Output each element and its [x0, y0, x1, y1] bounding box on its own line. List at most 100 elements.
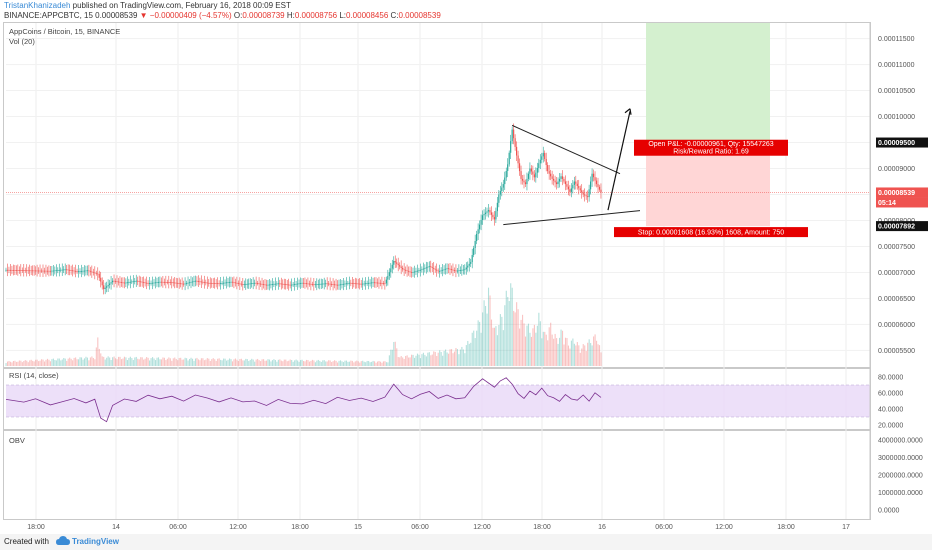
candle-body	[394, 261, 396, 263]
candle-body	[185, 283, 188, 284]
x-tick-label: 12:00	[715, 524, 733, 531]
volume-bar	[448, 353, 450, 366]
candle-body	[172, 282, 174, 284]
candle-body	[588, 189, 590, 198]
candle-body	[570, 188, 572, 192]
ohlc-low-label: L:	[339, 11, 346, 20]
candle-body	[35, 270, 37, 272]
volume-bar	[411, 354, 413, 366]
volume-bar	[545, 334, 547, 366]
volume-bar	[388, 355, 390, 366]
volume-bar	[483, 300, 485, 366]
candle-body	[422, 268, 424, 270]
rsi-axis-label: 20.0000	[878, 423, 903, 430]
candle-body	[366, 283, 368, 284]
volume-bar	[291, 359, 293, 366]
candle-body	[458, 270, 460, 272]
volume-bar	[459, 349, 461, 366]
candle-body	[356, 283, 358, 285]
candle-body	[211, 282, 213, 284]
candle-body	[498, 194, 500, 203]
volume-bar	[368, 360, 370, 366]
candle-body	[578, 186, 580, 189]
volume-bar	[338, 360, 340, 366]
volume-bar	[590, 343, 592, 366]
volume-bar	[575, 345, 577, 366]
candle-body	[9, 269, 12, 271]
volume-bar	[526, 325, 528, 366]
volume-bar	[230, 359, 232, 366]
volume-bar	[78, 359, 80, 366]
candle-body	[97, 273, 99, 275]
candle-body	[461, 269, 463, 271]
candle-body	[434, 268, 436, 270]
volume-bar	[194, 358, 197, 366]
volume-bar	[329, 360, 331, 366]
volume-bar	[522, 314, 524, 366]
volume-bar	[52, 358, 54, 366]
candle-body	[203, 282, 205, 283]
volume-bar	[305, 359, 308, 366]
volume-bar	[20, 360, 22, 366]
candle-body	[539, 159, 541, 164]
candle-body	[598, 186, 601, 190]
ohlc-close: 0.00008539	[398, 11, 441, 20]
volume-bar	[581, 348, 583, 366]
x-tick-label: 06:00	[655, 524, 673, 531]
candle-body	[274, 283, 276, 285]
volume-bar	[538, 312, 540, 366]
volume-bar	[402, 357, 404, 366]
volume-bar	[125, 357, 127, 366]
volume-bar	[242, 360, 244, 366]
volume-bar	[109, 357, 111, 366]
volume-bar	[480, 332, 482, 366]
volume-bar	[302, 361, 305, 366]
volume-bar	[113, 356, 115, 366]
candle-body	[375, 282, 377, 284]
x-tick-label: 18:00	[533, 524, 551, 531]
candle-body	[48, 270, 50, 272]
price-axis-label: 0.00007500	[878, 244, 915, 251]
author-link[interactable]: TristanKhanizadeh	[4, 1, 71, 10]
volume-bar	[202, 358, 204, 366]
tradingview-logo-text[interactable]: TradingView	[72, 537, 119, 546]
candle-body	[66, 269, 68, 271]
volume-bar	[323, 360, 325, 366]
candle-body	[85, 270, 87, 272]
candle-body	[332, 284, 334, 285]
candle-body	[529, 168, 531, 174]
candle-body	[513, 129, 515, 139]
header-line-1: TristanKhanizadeh published on TradingVi…	[4, 1, 291, 10]
candle-body	[46, 270, 49, 272]
volume-bar	[375, 362, 377, 366]
volume-bar	[279, 359, 281, 366]
candle-body	[104, 287, 106, 290]
candle-body	[331, 283, 333, 285]
volume-bar	[131, 358, 133, 366]
candle-body	[378, 282, 380, 284]
volume-bar	[458, 354, 460, 366]
volume-bar	[356, 360, 358, 366]
volume-bar	[541, 338, 543, 366]
candle-body	[365, 283, 367, 285]
volume-bar	[276, 361, 278, 366]
volume-bar	[231, 361, 234, 366]
volume-bar	[18, 360, 20, 366]
chart-canvas[interactable]: 18:00 14 06:00 12:00 18:00 15 06:00 12:00 18:00 1…	[0, 0, 932, 534]
volume-bar	[255, 359, 257, 366]
candle-body	[554, 180, 556, 183]
volume-bar	[141, 357, 143, 366]
candle-body	[582, 192, 584, 195]
volume-bar	[553, 338, 555, 366]
volume-bar	[245, 358, 247, 366]
volume-bar	[337, 362, 339, 366]
candle-body	[456, 270, 458, 272]
candle-body	[100, 277, 102, 282]
candle-body	[551, 176, 553, 179]
volume-bar	[594, 334, 596, 366]
volume-bar	[122, 358, 124, 366]
candle-body	[353, 283, 355, 284]
volume-bar	[55, 360, 57, 366]
candle-body	[558, 178, 561, 182]
volume-bar	[95, 347, 97, 366]
